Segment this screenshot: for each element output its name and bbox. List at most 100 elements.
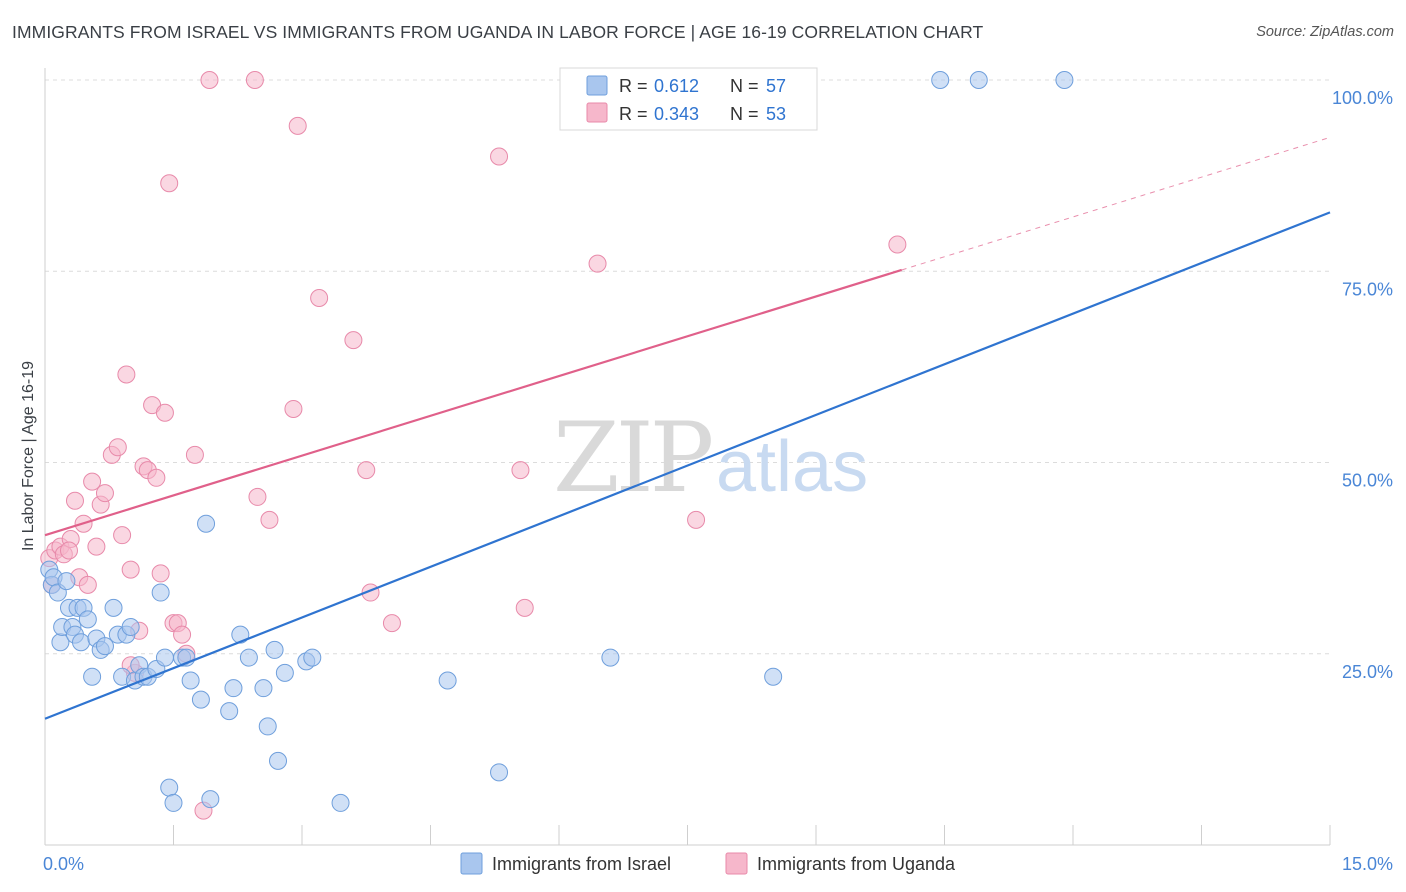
data-point-israel bbox=[969, 71, 988, 89]
data-point-israel bbox=[83, 667, 102, 686]
data-point-uganda bbox=[173, 625, 192, 644]
series-israel-points bbox=[40, 71, 1074, 812]
data-point-israel bbox=[181, 671, 200, 690]
x-tick-label: 0.0% bbox=[43, 854, 84, 874]
trend-line-uganda bbox=[44, 268, 902, 537]
data-point-israel bbox=[220, 702, 239, 721]
trend-lines bbox=[44, 136, 1331, 720]
data-point-israel bbox=[151, 583, 170, 602]
data-point-uganda bbox=[160, 174, 179, 193]
data-point-israel bbox=[121, 617, 140, 636]
legend-r-label-uganda: R = bbox=[619, 104, 648, 124]
data-point-israel bbox=[303, 648, 322, 667]
data-point-uganda bbox=[687, 510, 706, 529]
data-point-uganda bbox=[121, 560, 140, 579]
legend-r-value-israel: 0.612 bbox=[654, 76, 699, 96]
data-point-israel bbox=[78, 610, 97, 629]
data-point-israel bbox=[1055, 71, 1074, 89]
data-point-uganda bbox=[888, 235, 907, 254]
data-point-uganda bbox=[310, 289, 329, 308]
y-tick-label: 75.0% bbox=[1342, 279, 1393, 299]
data-point-uganda bbox=[151, 564, 170, 583]
data-point-uganda bbox=[344, 331, 363, 350]
data-point-uganda bbox=[357, 461, 376, 480]
legend-swatch-israel bbox=[586, 75, 608, 96]
data-point-israel bbox=[265, 640, 284, 659]
data-point-israel bbox=[331, 793, 350, 812]
data-point-uganda bbox=[200, 71, 219, 89]
data-point-israel bbox=[258, 717, 277, 736]
data-point-israel bbox=[231, 625, 250, 644]
bottom-legend: Immigrants from Israel Immigrants from U… bbox=[460, 852, 956, 875]
data-point-israel bbox=[224, 679, 243, 698]
legend: R = 0.612 N = 57 R = 0.343 N = 53 bbox=[559, 67, 818, 131]
data-point-israel bbox=[601, 648, 620, 667]
chart-title: IMMIGRANTS FROM ISRAEL VS IMMIGRANTS FRO… bbox=[12, 22, 984, 42]
bottom-legend-swatch-uganda bbox=[725, 852, 748, 875]
x-tick-label: 15.0% bbox=[1342, 854, 1393, 874]
bottom-legend-israel: Immigrants from Israel bbox=[492, 854, 671, 874]
data-point-uganda bbox=[284, 399, 303, 418]
watermark-zip: ZIP bbox=[553, 402, 712, 514]
data-point-israel bbox=[931, 71, 950, 89]
data-point-israel bbox=[164, 793, 183, 812]
data-point-uganda bbox=[248, 487, 267, 506]
y-tick-label: 100.0% bbox=[1332, 88, 1393, 108]
trend-line-uganda-extension bbox=[901, 136, 1331, 271]
data-point-israel bbox=[104, 598, 123, 617]
data-point-uganda bbox=[65, 491, 84, 510]
watermark-atlas: atlas bbox=[716, 427, 868, 507]
data-point-israel bbox=[201, 790, 220, 809]
data-point-uganda bbox=[185, 445, 204, 464]
data-point-uganda bbox=[113, 526, 132, 545]
data-point-israel bbox=[254, 679, 273, 698]
legend-r-value-uganda: 0.343 bbox=[654, 104, 699, 124]
legend-n-value-uganda: 53 bbox=[766, 104, 786, 124]
tick-labels: 100.0% 75.0% 50.0% 25.0% 0.0% 15.0% bbox=[43, 88, 1393, 874]
data-point-uganda bbox=[87, 537, 106, 556]
data-point-uganda bbox=[95, 484, 114, 503]
legend-r-label-israel: R = bbox=[619, 76, 648, 96]
data-point-uganda bbox=[511, 461, 530, 480]
trend-line-israel bbox=[44, 211, 1331, 720]
y-tick-label: 25.0% bbox=[1342, 662, 1393, 682]
axes bbox=[44, 68, 1331, 846]
data-point-israel bbox=[269, 751, 288, 770]
data-point-uganda bbox=[260, 510, 279, 529]
data-point-uganda bbox=[155, 403, 174, 422]
data-point-israel bbox=[191, 690, 210, 709]
data-point-israel bbox=[71, 633, 90, 652]
data-point-uganda bbox=[382, 614, 401, 633]
watermark: ZIP atlas bbox=[553, 402, 868, 514]
data-point-israel bbox=[764, 667, 783, 686]
data-point-israel bbox=[57, 572, 76, 591]
data-point-uganda bbox=[78, 575, 97, 594]
data-point-uganda bbox=[117, 365, 136, 384]
legend-swatch-uganda bbox=[586, 102, 608, 123]
source-label: Source: ZipAtlas.com bbox=[1256, 24, 1394, 40]
data-point-uganda bbox=[108, 438, 127, 457]
data-point-uganda bbox=[588, 254, 607, 273]
data-point-uganda bbox=[490, 147, 509, 166]
data-point-israel bbox=[239, 648, 258, 667]
data-point-uganda bbox=[288, 116, 307, 135]
data-point-israel bbox=[275, 663, 294, 682]
data-point-israel bbox=[197, 514, 216, 533]
y-axis-label: In Labor Force | Age 16-19 bbox=[20, 361, 37, 551]
data-point-israel bbox=[95, 637, 114, 656]
legend-n-label-israel: N = bbox=[730, 76, 759, 96]
y-tick-label: 50.0% bbox=[1342, 471, 1393, 491]
bottom-legend-swatch-israel bbox=[460, 852, 483, 875]
data-point-uganda bbox=[83, 472, 102, 491]
data-point-israel bbox=[155, 648, 174, 667]
grid-lines bbox=[45, 79, 1330, 655]
bottom-legend-uganda: Immigrants from Uganda bbox=[757, 854, 956, 874]
data-point-israel bbox=[490, 763, 509, 782]
data-point-israel bbox=[160, 778, 179, 797]
data-point-uganda bbox=[515, 598, 534, 617]
data-point-uganda bbox=[245, 71, 264, 89]
data-point-uganda bbox=[147, 468, 166, 487]
legend-n-label-uganda: N = bbox=[730, 104, 759, 124]
data-point-israel bbox=[438, 671, 457, 690]
